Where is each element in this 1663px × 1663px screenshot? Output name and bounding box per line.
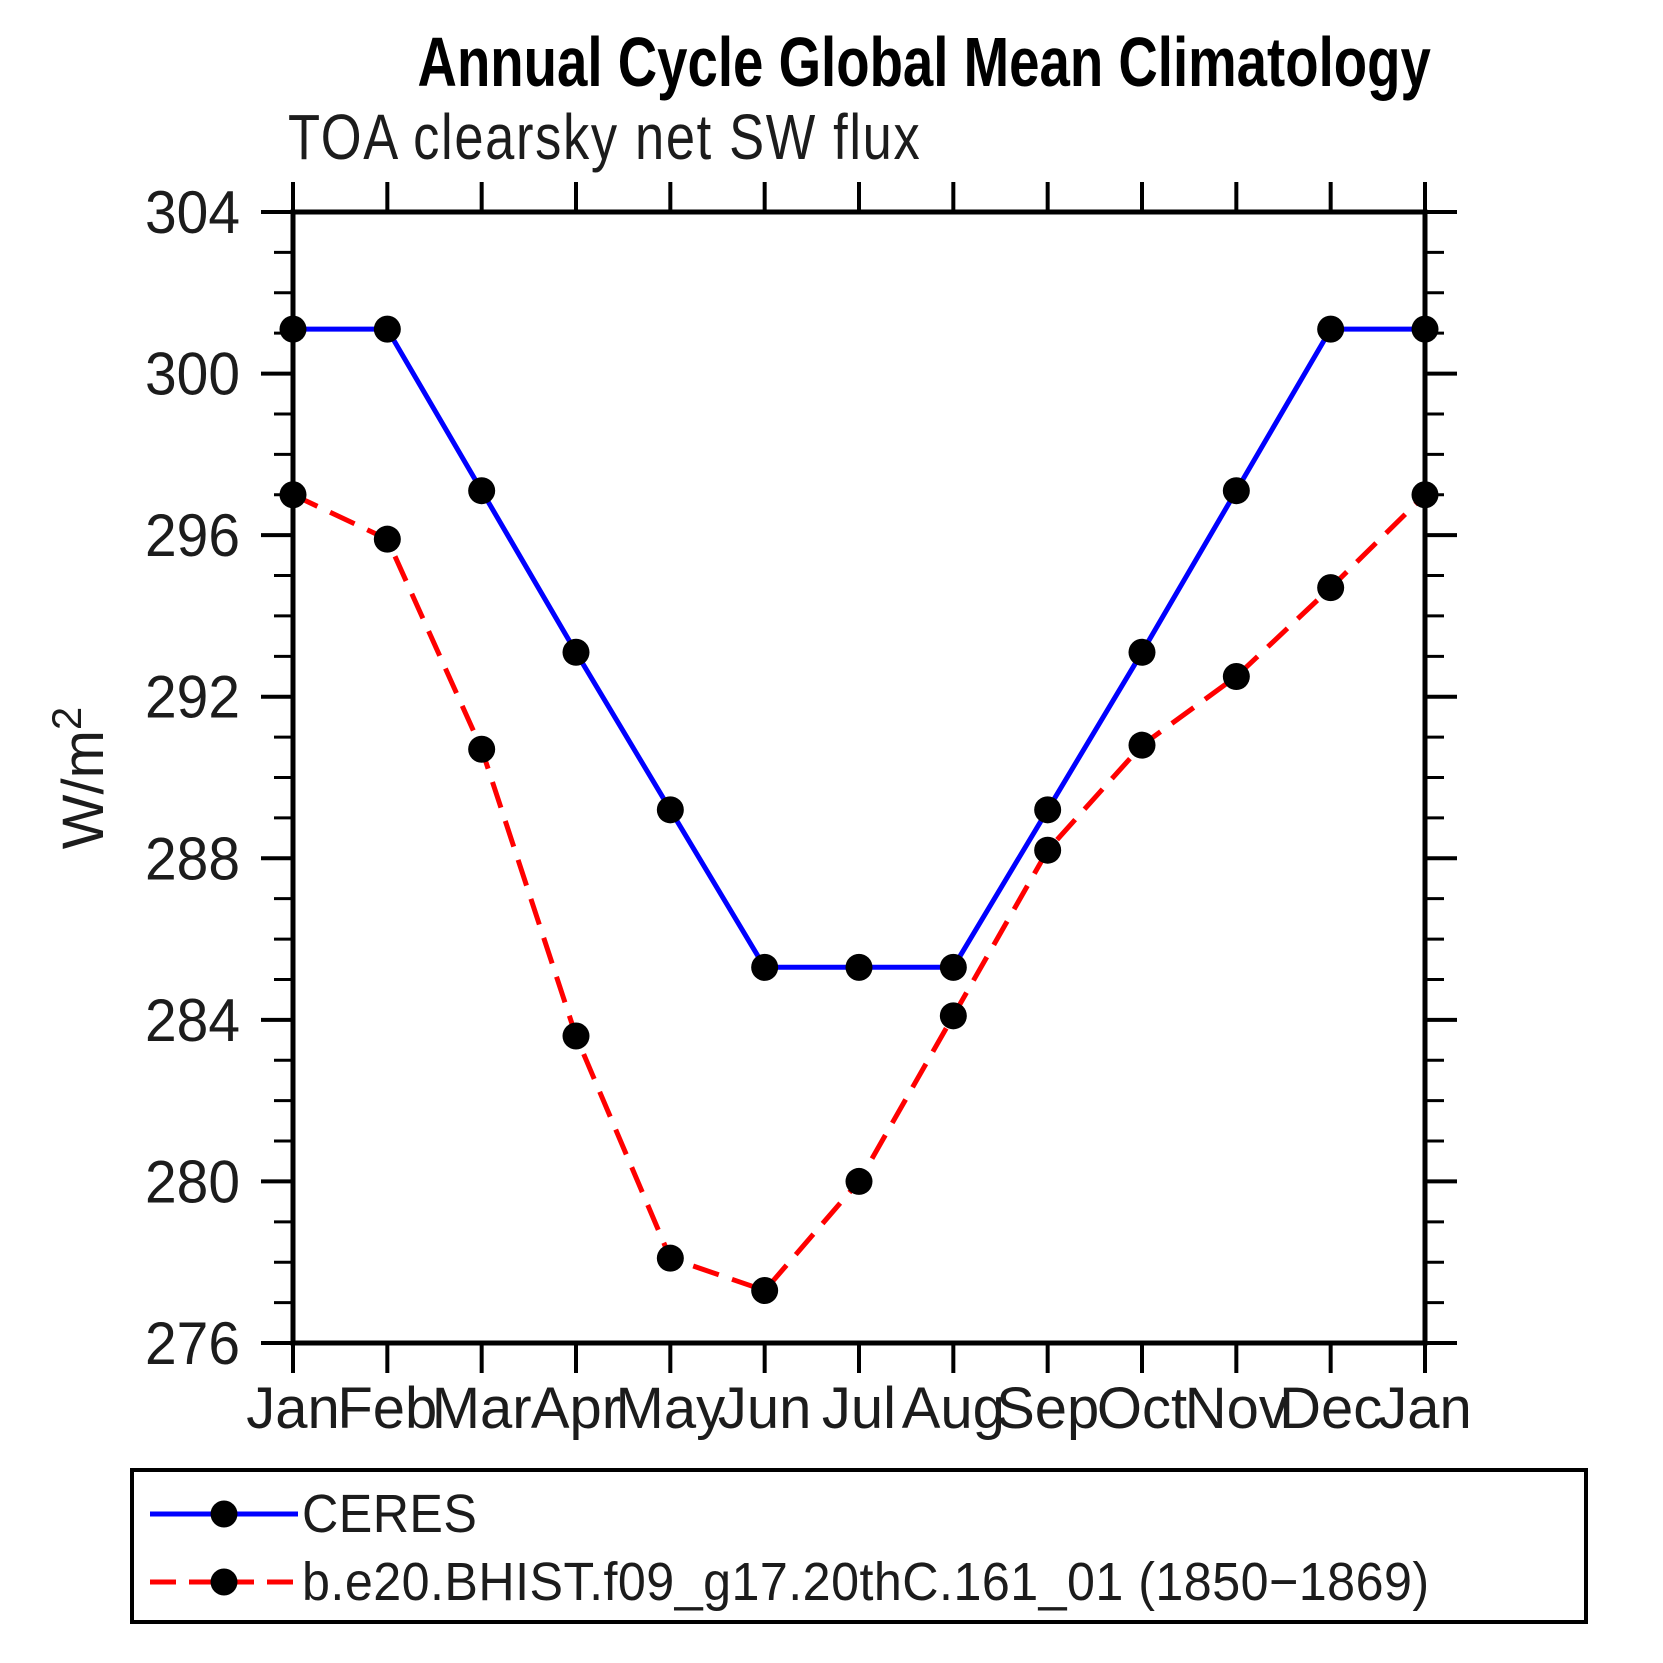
y-axis-tick-label: 296: [145, 502, 240, 569]
x-axis-tick-label: Oct: [1097, 1376, 1187, 1441]
y-axis-tick-label: 304: [145, 179, 240, 246]
data-point-marker-model: [279, 481, 307, 509]
x-axis-tick-label: Jan: [1378, 1376, 1472, 1441]
data-point-marker-ceres: [562, 638, 590, 666]
data-point-marker-model: [468, 735, 496, 763]
y-axis-unit-label: W/m2: [43, 707, 116, 850]
data-point-marker-model: [373, 525, 401, 553]
x-axis-tick-label: Mar: [432, 1376, 532, 1441]
data-point-marker-ceres: [1034, 796, 1062, 824]
data-point-marker-ceres: [468, 477, 496, 505]
data-point-marker-model: [845, 1167, 873, 1195]
data-point-marker-ceres: [373, 315, 401, 343]
series-line-ceres: [293, 326, 1425, 970]
legend-entry-model: b.e20.BHIST.f09_g17.20thC.161_01 (1850−1…: [148, 1552, 1514, 1612]
x-axis-tick-label: Jul: [822, 1376, 896, 1441]
legend-line-sample-dashed: [150, 1568, 298, 1596]
y-axis-tick-label: 280: [145, 1148, 240, 1215]
x-axis-tick-label: Dec: [1279, 1376, 1382, 1441]
data-point-marker-ceres: [1317, 315, 1345, 343]
data-point-marker-ceres: [751, 953, 779, 981]
data-point-marker-ceres: [1222, 477, 1250, 505]
data-point-marker-model: [1222, 663, 1250, 691]
chart-title: Annual Cycle Global Mean Climatology: [417, 23, 1431, 101]
legend: CERES b.e20.BHIST.f09_g17.20thC.161_01 (…: [130, 1468, 1588, 1624]
legend-marker-dot-icon: [210, 1500, 238, 1528]
data-point-marker-ceres: [1128, 638, 1156, 666]
data-point-marker-ceres: [939, 953, 967, 981]
data-point-marker-model: [1034, 836, 1062, 864]
data-point-marker-model: [1411, 481, 1439, 509]
data-point-marker-ceres: [845, 953, 873, 981]
y-axis-tick-label: 276: [145, 1310, 240, 1377]
data-point-marker-model: [656, 1244, 684, 1272]
legend-label-ceres: CERES: [302, 1484, 478, 1544]
data-point-marker-model: [562, 1022, 590, 1050]
x-axis-tick-label: May: [616, 1376, 726, 1441]
x-axis-tick-label: Apr: [531, 1376, 621, 1441]
x-axis-tick-label: Feb: [337, 1376, 437, 1441]
data-point-marker-model: [1317, 574, 1345, 602]
y-axis-tick-label: 284: [145, 987, 240, 1054]
legend-label-model: b.e20.BHIST.f09_g17.20thC.161_01 (1850−1…: [302, 1552, 1430, 1612]
x-axis-tick-label: Jun: [718, 1376, 812, 1441]
data-point-marker-ceres: [1411, 315, 1439, 343]
y-axis-tick-label: 288: [145, 825, 240, 892]
legend-line-sample-solid: [150, 1500, 298, 1528]
legend-marker-dot-icon: [210, 1568, 238, 1596]
x-axis-tick-label: Sep: [996, 1376, 1099, 1441]
data-point-marker-model: [751, 1276, 779, 1304]
y-axis-tick-label: 300: [145, 341, 240, 408]
data-point-marker-ceres: [279, 315, 307, 343]
y-axis-tick-label: 292: [145, 664, 240, 731]
data-point-marker-ceres: [656, 796, 684, 824]
x-axis-tick-label: Nov: [1185, 1376, 1288, 1441]
x-axis-tick-label: Jan: [246, 1376, 340, 1441]
y-axis-unit-exponent: 2: [43, 707, 90, 730]
data-point-marker-model: [939, 1002, 967, 1030]
data-point-marker-model: [1128, 731, 1156, 759]
legend-entry-ceres: CERES: [148, 1484, 491, 1544]
chart-subtitle: TOA clearsky net SW flux: [288, 101, 922, 173]
x-axis-tick-label: Aug: [902, 1376, 1005, 1441]
